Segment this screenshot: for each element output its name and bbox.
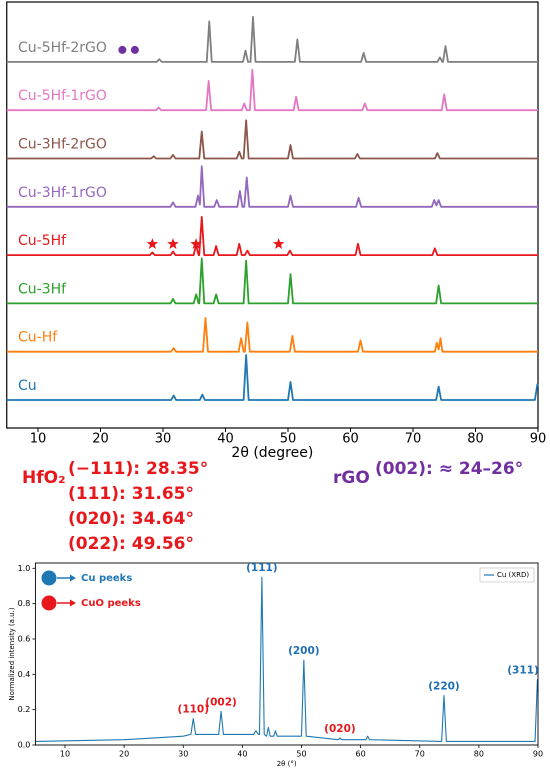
series-label: Cu-5Hf-2rGO [18, 40, 107, 56]
peak-label: (111) [246, 562, 278, 574]
x-tick-label: 60 [356, 750, 366, 759]
x-tick-label: 70 [415, 750, 425, 759]
peak-label: (200) [288, 645, 320, 657]
peak-star [146, 238, 159, 249]
key-arrowhead [70, 599, 76, 607]
key-dot [41, 595, 57, 611]
y-tick-label: 0.0 [18, 741, 31, 750]
pattern-line [6, 68, 538, 112]
x-tick-label: 30 [178, 750, 188, 759]
series-label: Cu-3Hf-2rGO [18, 137, 107, 153]
legend-box [479, 567, 535, 583]
peak-dot [130, 45, 139, 54]
series-label: Cu-3Hf-1rGO [18, 185, 107, 201]
hfo2-peak: (111): 31.65° [68, 484, 194, 504]
y-tick-label: 0.8 [18, 599, 31, 608]
peak-star [190, 238, 202, 249]
x-tick-label: 10 [30, 432, 47, 447]
peak-label: (110) [178, 703, 210, 715]
x-tick-label: 20 [119, 750, 129, 759]
series-label: Cu-Hf [18, 330, 58, 346]
x-tick-label: 90 [530, 432, 547, 447]
x-tick-label: 50 [280, 432, 297, 447]
pattern-line [6, 15, 538, 63]
x-tick-label: 30 [155, 432, 172, 447]
peak-dot [118, 45, 127, 54]
hfo2-peak: (−111): 28.35° [68, 459, 208, 479]
xrd-line [35, 576, 539, 743]
pattern-line [6, 215, 538, 256]
peak-star [272, 238, 285, 249]
x-axis-label: 2θ (degree) [231, 445, 313, 461]
series-label: Cu-3Hf [18, 281, 67, 297]
series-label: Cu-5Hf-1rGO [18, 88, 107, 104]
x-axis-label: 2θ (°) [277, 760, 297, 768]
y-tick-label: 0.2 [18, 705, 31, 714]
pattern-line [6, 317, 538, 353]
legend-label: Cu (XRD) [497, 571, 529, 579]
y-tick-label: 1.0 [18, 564, 31, 573]
pattern-line [6, 165, 538, 208]
hfo2-peak: (020): 34.64° [68, 509, 194, 529]
y-tick-label: 0.6 [18, 634, 31, 643]
x-tick-label: 50 [296, 750, 306, 759]
plot-frame [34, 562, 539, 746]
x-tick-label: 40 [237, 750, 247, 759]
peak-label: (002) [205, 696, 237, 708]
x-tick-label: 80 [467, 432, 484, 447]
series-label: Cu-5Hf [18, 233, 67, 249]
pattern-line [6, 257, 538, 305]
x-tick-label: 70 [405, 432, 422, 447]
series-label: Cu [18, 378, 37, 394]
key-label: CuO peeks [81, 598, 141, 609]
x-tick-label: 10 [60, 750, 70, 759]
y-tick-label: 0.4 [18, 670, 31, 679]
peak-label: (311) [507, 665, 539, 677]
rgo-label: rGO [333, 468, 370, 488]
x-tick-label: 60 [342, 432, 359, 447]
hfo2-label: HfO₂ [22, 468, 66, 488]
pattern-line [6, 119, 538, 160]
x-tick-label: 90 [533, 750, 543, 759]
y-axis-label: Normalized intensity (a.u.) [8, 607, 16, 700]
key-dot [41, 570, 57, 586]
pattern-line [6, 354, 539, 401]
peak-label: (020) [324, 723, 356, 735]
key-label: Cu peeks [81, 573, 132, 584]
plot-frame [6, 1, 539, 429]
peak-star [167, 238, 179, 249]
key-arrowhead [70, 574, 76, 582]
peak-label: (220) [428, 681, 460, 693]
x-tick-label: 20 [92, 432, 109, 447]
hfo2-peak: (022): 49.56° [68, 534, 194, 554]
rgo-peak: (002): ≈ 24–26° [375, 459, 523, 479]
x-tick-label: 40 [217, 432, 234, 447]
x-tick-label: 80 [474, 750, 484, 759]
